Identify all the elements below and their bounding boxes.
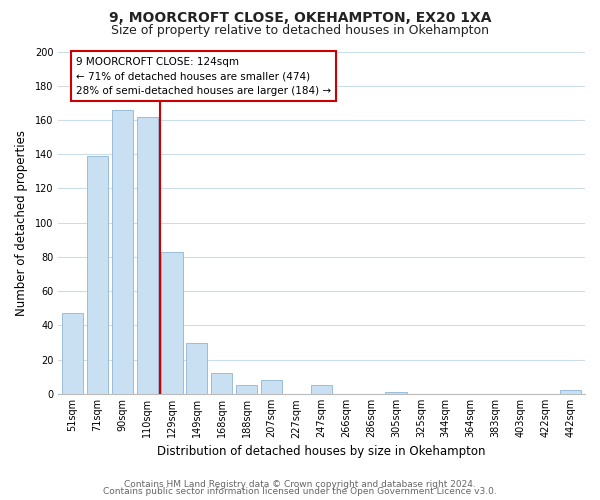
Bar bbox=[187, 342, 208, 394]
Text: Size of property relative to detached houses in Okehampton: Size of property relative to detached ho… bbox=[111, 24, 489, 37]
Y-axis label: Number of detached properties: Number of detached properties bbox=[15, 130, 28, 316]
Text: Contains public sector information licensed under the Open Government Licence v3: Contains public sector information licen… bbox=[103, 488, 497, 496]
Bar bbox=[87, 156, 108, 394]
Text: 9 MOORCROFT CLOSE: 124sqm
← 71% of detached houses are smaller (474)
28% of semi: 9 MOORCROFT CLOSE: 124sqm ← 71% of detac… bbox=[76, 56, 331, 96]
Bar bbox=[236, 386, 257, 394]
Text: 9, MOORCROFT CLOSE, OKEHAMPTON, EX20 1XA: 9, MOORCROFT CLOSE, OKEHAMPTON, EX20 1XA bbox=[109, 11, 491, 25]
Bar bbox=[137, 116, 158, 394]
X-axis label: Distribution of detached houses by size in Okehampton: Distribution of detached houses by size … bbox=[157, 444, 485, 458]
Bar bbox=[560, 390, 581, 394]
Bar bbox=[161, 252, 182, 394]
Bar bbox=[385, 392, 407, 394]
Bar bbox=[112, 110, 133, 394]
Bar bbox=[211, 374, 232, 394]
Bar bbox=[261, 380, 282, 394]
Bar bbox=[311, 386, 332, 394]
Text: Contains HM Land Registry data © Crown copyright and database right 2024.: Contains HM Land Registry data © Crown c… bbox=[124, 480, 476, 489]
Bar bbox=[62, 314, 83, 394]
